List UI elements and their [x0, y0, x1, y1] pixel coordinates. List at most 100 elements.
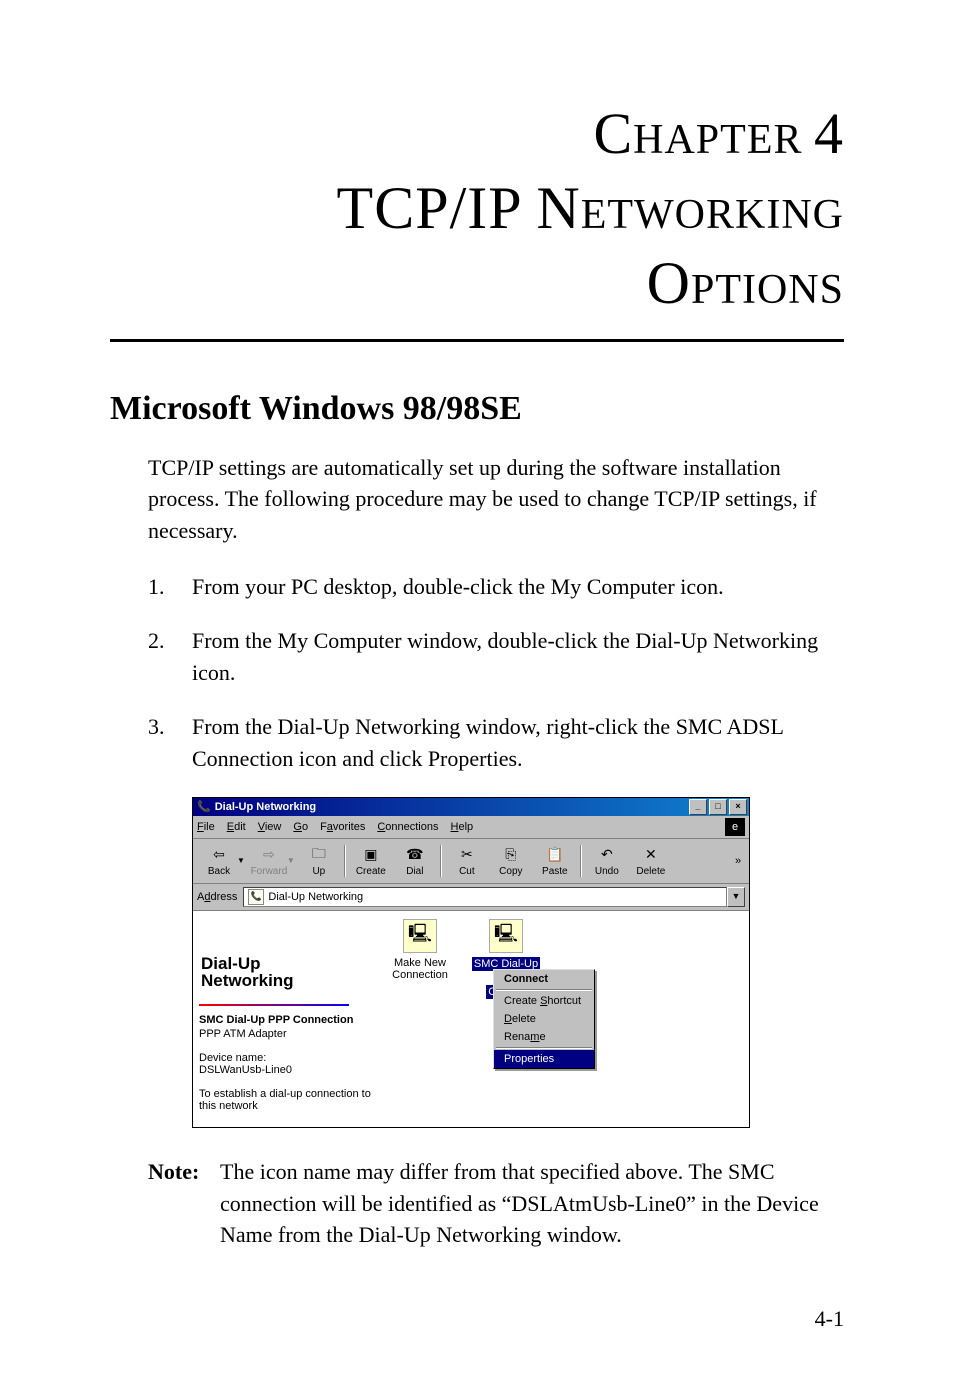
- step-text: From the My Computer window, double-clic…: [192, 625, 844, 689]
- panel-selected-name: SMC Dial-Up PPP Connection: [199, 1014, 371, 1026]
- titlebar-icon: 📞: [197, 800, 211, 813]
- chapter-rule: [110, 339, 844, 342]
- toolbar-label: Back: [208, 866, 230, 877]
- context-menu-separator: [496, 1047, 592, 1049]
- connection-icon: 🖳: [489, 919, 523, 953]
- context-menu-rename[interactable]: Rename: [494, 1028, 594, 1046]
- toolbar-label: Paste: [542, 866, 568, 877]
- toolbar-label: Dial: [406, 866, 423, 877]
- close-button[interactable]: ×: [729, 799, 747, 815]
- toolbar: ⇦ Back ▼ ⇨ Forward ▼ 🗀 Up ▣ Create ☎ Dia…: [193, 839, 749, 884]
- step-num: 1.: [148, 571, 192, 603]
- up-icon: 🗀: [309, 845, 329, 865]
- toolbar-label: Copy: [499, 866, 522, 877]
- chapter-title: CHAPTER 4 TCP/IP NETWORKING OPTIONS: [110, 98, 844, 321]
- step-text: From the Dial-Up Networking window, righ…: [192, 711, 844, 775]
- chapter-line2-cap: TCP/IP N: [337, 175, 581, 241]
- toolbar-label: Cut: [459, 866, 475, 877]
- panel-selected-sub: PPP ATM Adapter: [199, 1028, 371, 1040]
- toolbar-label: Undo: [595, 866, 619, 877]
- step-3: 3. From the Dial-Up Networking window, r…: [148, 711, 844, 775]
- dialup-window: 📞 Dial-Up Networking _ □ × File Edit Vie…: [192, 797, 750, 1128]
- panel-device-value: DSLWanUsb-Line0: [199, 1064, 371, 1076]
- toolbar-separator: [344, 845, 346, 877]
- context-menu-delete[interactable]: Delete: [494, 1010, 594, 1028]
- step-num: 3.: [148, 711, 192, 775]
- toolbar-dial-button[interactable]: ☎ Dial: [393, 845, 437, 877]
- back-icon: ⇦: [209, 845, 229, 865]
- undo-icon: ↶: [597, 845, 617, 865]
- toolbar-paste-button[interactable]: 📋 Paste: [533, 845, 577, 877]
- context-menu-connect[interactable]: Connect: [494, 970, 594, 988]
- dropdown-arrow-icon[interactable]: ▼: [237, 856, 245, 865]
- left-info-panel: Dial-Up Networking SMC Dial-Up PPP Conne…: [193, 911, 377, 1127]
- toolbar-undo-button[interactable]: ↶ Undo: [585, 845, 629, 877]
- paste-icon: 📋: [545, 845, 565, 865]
- titlebar-text: Dial-Up Networking: [215, 801, 316, 813]
- step-num: 2.: [148, 625, 192, 689]
- context-menu-properties[interactable]: Properties: [494, 1050, 594, 1068]
- create-icon: ▣: [361, 845, 381, 865]
- toolbar-label: Create: [356, 866, 386, 877]
- address-folder-icon: 📞: [248, 889, 264, 905]
- toolbar-separator: [580, 845, 582, 877]
- forward-icon: ⇨: [259, 845, 279, 865]
- throbber-icon: e: [725, 818, 745, 836]
- chapter-word-rest: HAPTER: [633, 117, 802, 163]
- chapter-line3-cap: O: [647, 250, 691, 316]
- panel-device-label: Device name:: [199, 1052, 371, 1064]
- panel-footer-text: To establish a dial-up connection to thi…: [199, 1088, 371, 1112]
- chapter-line3-rest: PTIONS: [691, 267, 844, 313]
- toolbar-overflow-button[interactable]: »: [731, 855, 745, 867]
- toolbar-label: Forward: [251, 866, 288, 877]
- content-area: Dial-Up Networking SMC Dial-Up PPP Conne…: [193, 911, 749, 1127]
- maximize-button[interactable]: □: [709, 799, 727, 815]
- icon-label: Make New Connection: [385, 957, 455, 981]
- intro-paragraph: TCP/IP settings are automatically set up…: [148, 452, 844, 548]
- context-menu-create-shortcut[interactable]: Create Shortcut: [494, 992, 594, 1010]
- menu-connections[interactable]: Connections: [377, 821, 438, 833]
- menu-favorites[interactable]: Favorites: [320, 821, 365, 833]
- toolbar-back-button[interactable]: ⇦ Back: [197, 845, 241, 877]
- menu-edit[interactable]: Edit: [227, 821, 246, 833]
- toolbar-separator: [440, 845, 442, 877]
- chapter-word-cap: C: [593, 101, 633, 166]
- panel-divider: [199, 1004, 349, 1006]
- address-field[interactable]: 📞 Dial-Up Networking: [243, 887, 727, 907]
- dial-icon: ☎: [405, 845, 425, 865]
- chapter-line2-rest: ETWORKING: [581, 192, 844, 238]
- toolbar-delete-button[interactable]: ✕ Delete: [629, 845, 673, 877]
- menu-go[interactable]: Go: [293, 821, 308, 833]
- toolbar-copy-button[interactable]: ⎘ Copy: [489, 845, 533, 877]
- make-new-connection-icon[interactable]: 🖳 Make New Connection: [385, 919, 455, 981]
- note-text: The icon name may differ from that speci…: [220, 1156, 844, 1252]
- step-1: 1. From your PC desktop, double-click th…: [148, 571, 844, 603]
- titlebar[interactable]: 📞 Dial-Up Networking _ □ ×: [193, 798, 749, 816]
- page-number: 4-1: [815, 1306, 844, 1332]
- context-menu-separator: [496, 989, 592, 991]
- dropdown-arrow-icon[interactable]: ▼: [287, 856, 295, 865]
- panel-heading: Dial-Up Networking: [201, 955, 371, 991]
- address-bar: Address 📞 Dial-Up Networking ▼: [193, 884, 749, 911]
- toolbar-create-button[interactable]: ▣ Create: [349, 845, 393, 877]
- toolbar-up-button[interactable]: 🗀 Up: [297, 845, 341, 877]
- copy-icon: ⎘: [501, 845, 521, 865]
- address-dropdown-button[interactable]: ▼: [727, 887, 745, 907]
- minimize-button[interactable]: _: [689, 799, 707, 815]
- step-text: From your PC desktop, double-click the M…: [192, 571, 844, 603]
- toolbar-cut-button[interactable]: ✂ Cut: [445, 845, 489, 877]
- address-label: Address: [197, 891, 237, 903]
- toolbar-forward-button[interactable]: ⇨ Forward: [247, 845, 291, 877]
- toolbar-label: Delete: [636, 866, 665, 877]
- menu-file[interactable]: File: [197, 821, 215, 833]
- menu-view[interactable]: View: [258, 821, 282, 833]
- menubar: File Edit View Go Favorites Connections …: [193, 816, 749, 839]
- step-2: 2. From the My Computer window, double-c…: [148, 625, 844, 689]
- section-heading: Microsoft Windows 98/98SE: [110, 390, 844, 428]
- note-label: Note:: [148, 1156, 220, 1252]
- connection-icon: 🖳: [403, 919, 437, 953]
- context-menu: Connect Create Shortcut Delete Rename Pr…: [493, 969, 595, 1069]
- chapter-number: 4: [814, 101, 844, 166]
- address-text: Dial-Up Networking: [268, 891, 363, 903]
- menu-help[interactable]: Help: [451, 821, 474, 833]
